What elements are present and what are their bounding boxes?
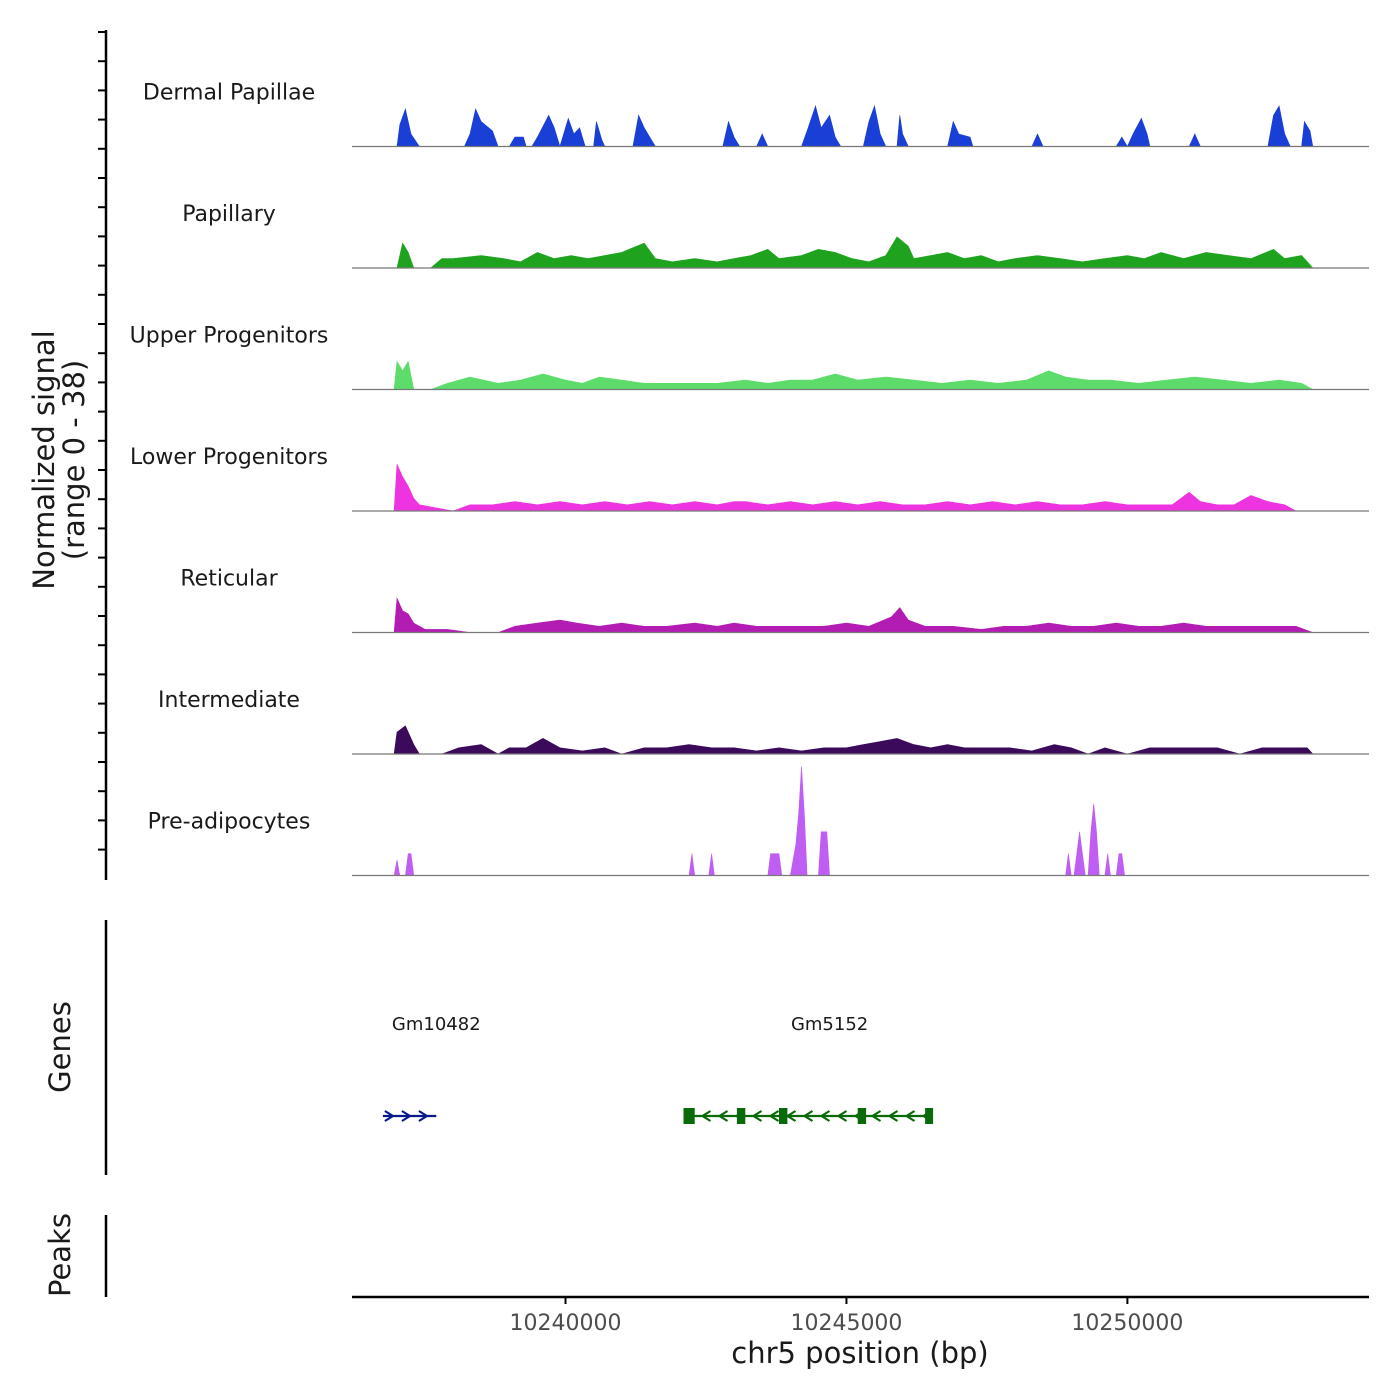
track-signal-area	[393, 360, 1314, 390]
track-upper-progenitors: Upper Progenitors	[130, 324, 1369, 391]
track-signal-area	[393, 464, 1297, 512]
x-axis-ticks: 10240000 10245000 10250000	[510, 1297, 1183, 1336]
gene-gm10482: Gm10482	[382, 1014, 481, 1122]
strand-arrow	[819, 1110, 831, 1122]
gene-exon	[779, 1108, 788, 1124]
track-signal-area	[396, 104, 1314, 148]
track-papillary: Papillary	[182, 202, 1369, 269]
signal-axis-ticks	[98, 31, 106, 851]
strand-arrow	[751, 1110, 763, 1122]
gene-gm5152: Gm5152	[683, 1014, 934, 1124]
signal-tracks: Dermal Papillae Papillary Upper Progenitor…	[130, 81, 1369, 877]
track-label: Dermal Papillae	[143, 81, 315, 106]
strand-arrow	[870, 1110, 882, 1122]
gene-label: Gm5152	[791, 1014, 868, 1035]
peaks-panel-label: Peaks	[43, 1213, 77, 1297]
strand-arrow	[836, 1110, 848, 1122]
strand-arrow	[768, 1110, 780, 1122]
strand-arrow	[700, 1110, 712, 1122]
track-signal-area	[396, 236, 1314, 269]
x-axis-label: chr5 position (bp)	[731, 1336, 988, 1370]
strand-arrow	[418, 1110, 429, 1122]
track-label: Intermediate	[158, 688, 300, 713]
y-axis-label-range: (range 0 - 38)	[57, 360, 91, 560]
strand-arrow	[887, 1110, 899, 1122]
track-dermal-papillae: Dermal Papillae	[143, 81, 1369, 148]
strand-arrow	[904, 1110, 916, 1122]
gene-exon	[925, 1108, 934, 1124]
track-label: Lower Progenitors	[130, 445, 328, 470]
gene-track: Gm10482 Gm5152	[382, 1014, 934, 1124]
gene-label: Gm10482	[392, 1014, 481, 1035]
strand-arrow	[401, 1110, 412, 1122]
track-pre-adipocytes: Pre-adipocytes	[148, 766, 1369, 877]
track-label: Pre-adipocytes	[148, 810, 311, 835]
y-axis-label: Normalized signal	[27, 330, 61, 589]
track-label: Upper Progenitors	[130, 324, 329, 349]
genes-panel-label: Genes	[43, 1001, 77, 1093]
x-tick-label: 10250000	[1071, 1311, 1183, 1336]
gene-exon	[736, 1108, 746, 1124]
strand-arrow	[384, 1110, 395, 1122]
track-label: Papillary	[182, 202, 276, 227]
track-reticular: Reticular	[180, 567, 1369, 634]
gene-exon	[857, 1108, 867, 1124]
strand-arrow	[717, 1110, 729, 1122]
track-signal-area	[393, 597, 1313, 633]
track-signal-area	[393, 725, 1314, 755]
gene-exon	[683, 1108, 695, 1124]
x-tick-label: 10240000	[510, 1311, 622, 1336]
x-tick-label: 10245000	[790, 1311, 902, 1336]
track-label: Reticular	[180, 567, 278, 592]
track-lower-progenitors: Lower Progenitors	[130, 445, 1369, 512]
track-intermediate: Intermediate	[158, 688, 1369, 755]
track-signal-area	[393, 766, 1125, 876]
strand-arrow	[802, 1110, 814, 1122]
strand-arrow	[785, 1110, 797, 1122]
